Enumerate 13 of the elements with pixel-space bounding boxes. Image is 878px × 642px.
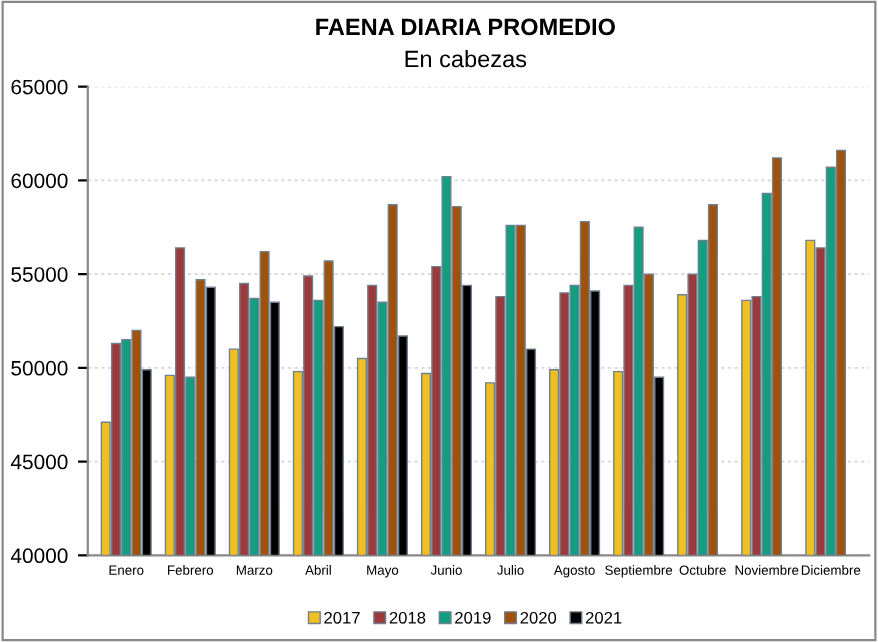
y-tick-label: 55000 <box>11 267 68 282</box>
legend-label: 2021 <box>585 611 622 624</box>
chart-title: FAENA DIARIA PROMEDIO <box>316 18 615 36</box>
y-tick-label: 40000 <box>10 548 68 564</box>
y-tick-label: 65000 <box>11 79 68 95</box>
chart-subtitle: En cabezas <box>405 49 527 68</box>
y-tick-label: 45000 <box>10 454 68 470</box>
legend-label: 2020 <box>520 611 557 624</box>
legend-label: 2018 <box>389 611 426 624</box>
y-tick-label: 60000 <box>11 173 68 189</box>
legend-label: 2017 <box>324 611 360 624</box>
y-tick-label: 50000 <box>11 360 68 376</box>
legend-label: 2019 <box>455 611 491 624</box>
